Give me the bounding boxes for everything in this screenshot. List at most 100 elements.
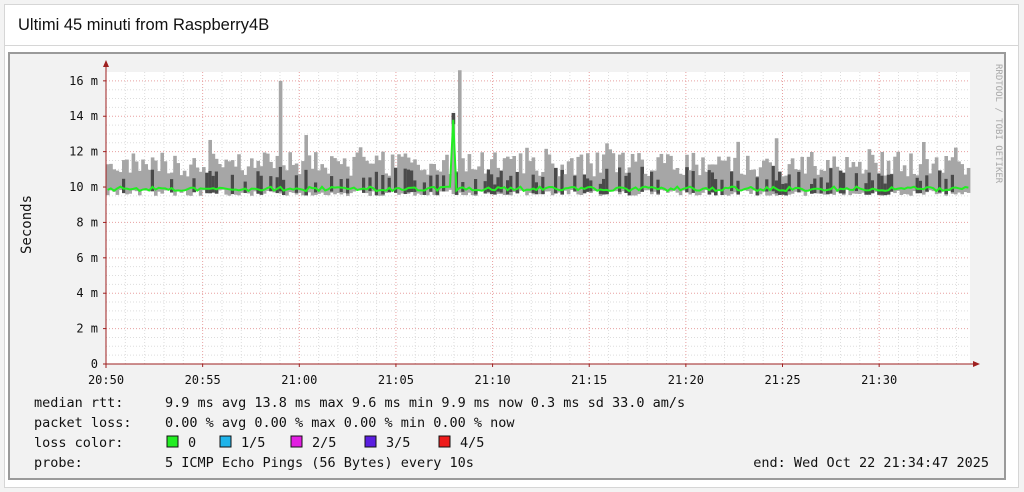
- smoke-bar: [666, 154, 670, 193]
- smoke-bar: [675, 167, 680, 193]
- smoke-bar: [758, 167, 763, 195]
- smoke-bar-dark: [944, 178, 948, 195]
- smoke-bar: [461, 158, 465, 196]
- smoke-bar: [544, 148, 548, 192]
- smoke-bar-dark: [605, 168, 609, 195]
- smoke-bar: [480, 152, 484, 191]
- smoke-bar: [659, 153, 664, 191]
- smoke-bar-dark: [474, 179, 478, 195]
- smoke-bar: [803, 173, 808, 196]
- smoke-bar-dark: [854, 173, 859, 192]
- smoke-bar: [275, 155, 280, 193]
- smoke-bar-dark: [950, 174, 955, 193]
- smoke-bar: [371, 163, 376, 192]
- smoke-bar: [125, 159, 129, 195]
- smoke-bar: [749, 169, 753, 194]
- smoke-bar: [851, 162, 856, 194]
- smoke-bar: [470, 169, 475, 196]
- smoke-bar-dark: [275, 177, 280, 194]
- smoke-bar-dark: [541, 176, 545, 195]
- smoke-bar-dark: [230, 174, 235, 195]
- smoke-bar: [704, 171, 708, 191]
- smoke-bar: [147, 169, 152, 192]
- smoke-bar-dark: [707, 170, 712, 195]
- smoke-bar: [118, 172, 123, 191]
- smoke-bar-dark: [429, 175, 433, 192]
- smoke-bar: [352, 156, 356, 192]
- smoke-bar-dark: [877, 173, 881, 195]
- smoke-bar-dark: [387, 177, 392, 193]
- smoke-bar: [208, 139, 212, 194]
- smoke-bar: [518, 153, 523, 191]
- smoke-bar-dark: [618, 167, 622, 192]
- smoke-bar-dark: [394, 167, 398, 193]
- smoke-bar: [957, 161, 961, 193]
- smoke-bar: [867, 149, 872, 190]
- loss-color-swatch: [438, 435, 451, 448]
- smoke-bar-dark: [755, 177, 760, 196]
- probe-label: probe:: [34, 455, 83, 471]
- smoke-bar: [141, 159, 145, 190]
- smoke-bar: [883, 175, 888, 191]
- smoke-bar-dark: [422, 182, 427, 195]
- smoke-bar: [835, 166, 840, 193]
- smoke-bar: [506, 156, 510, 193]
- loss-color-text: 0: [188, 435, 196, 451]
- smoke-bar: [720, 160, 724, 191]
- smoke-bar-dark: [787, 174, 792, 192]
- smoke-bar-dark: [381, 174, 385, 195]
- smoke-bar: [333, 158, 337, 195]
- smoke-bar: [733, 157, 737, 193]
- smoke-bar-dark: [765, 179, 769, 192]
- smoke-bar: [909, 153, 913, 196]
- smoke-bar-dark: [490, 174, 494, 195]
- smoke-bar: [832, 156, 836, 195]
- smoke-bar: [250, 158, 254, 196]
- smoke-bar: [944, 156, 948, 196]
- smoke-bar: [218, 163, 222, 191]
- smoke-bar: [397, 154, 401, 195]
- smoke-bar-dark: [214, 171, 219, 194]
- smoke-bar: [848, 167, 852, 196]
- smoke-bar: [643, 173, 648, 191]
- smoke-bar-dark: [720, 179, 724, 196]
- smoke-bar: [864, 169, 868, 195]
- smoke-bar: [195, 167, 200, 191]
- smoke-bar: [637, 153, 641, 195]
- smoke-bar: [320, 164, 324, 193]
- smoke-bar: [445, 154, 449, 192]
- probe-text: 5 ICMP Echo Pings (56 Bytes) every 10s: [165, 455, 474, 471]
- legend-row-label: median rtt:: [34, 395, 123, 411]
- smoke-bar: [576, 156, 580, 195]
- plot-area: [106, 72, 970, 364]
- x-tick-label: 21:15: [571, 373, 607, 387]
- smoke-bar-dark: [282, 179, 286, 196]
- smoke-bar: [717, 156, 721, 191]
- smoke-bar: [678, 173, 683, 196]
- smoke-bar: [806, 156, 811, 191]
- smoke-bar: [310, 168, 315, 196]
- smoke-bar: [570, 158, 574, 190]
- legend-row-label: packet loss:: [34, 415, 132, 431]
- y-axis-label: Seconds: [19, 195, 35, 254]
- smoke-bar: [784, 175, 788, 191]
- smoke-bar: [646, 175, 651, 191]
- smoke-bar: [144, 164, 148, 191]
- smoke-bar: [595, 152, 600, 191]
- smoke-bar-dark: [883, 183, 888, 196]
- smoke-bar: [752, 169, 756, 191]
- x-tick-label: 21:05: [378, 373, 414, 387]
- smoke-bar: [826, 159, 830, 193]
- smoke-bar: [762, 160, 766, 192]
- smoke-bar: [512, 156, 516, 193]
- smoke-bar: [234, 166, 238, 195]
- card-title: Ultimi 45 minuti from Raspberry4B: [5, 5, 1018, 46]
- smoke-bar: [611, 153, 616, 192]
- smoke-bar: [746, 155, 750, 192]
- smoke-bar: [912, 173, 916, 192]
- smoke-bar: [266, 153, 270, 191]
- smoke-bar: [106, 164, 110, 196]
- smoke-bar: [662, 163, 667, 191]
- smoke-bar: [355, 152, 360, 191]
